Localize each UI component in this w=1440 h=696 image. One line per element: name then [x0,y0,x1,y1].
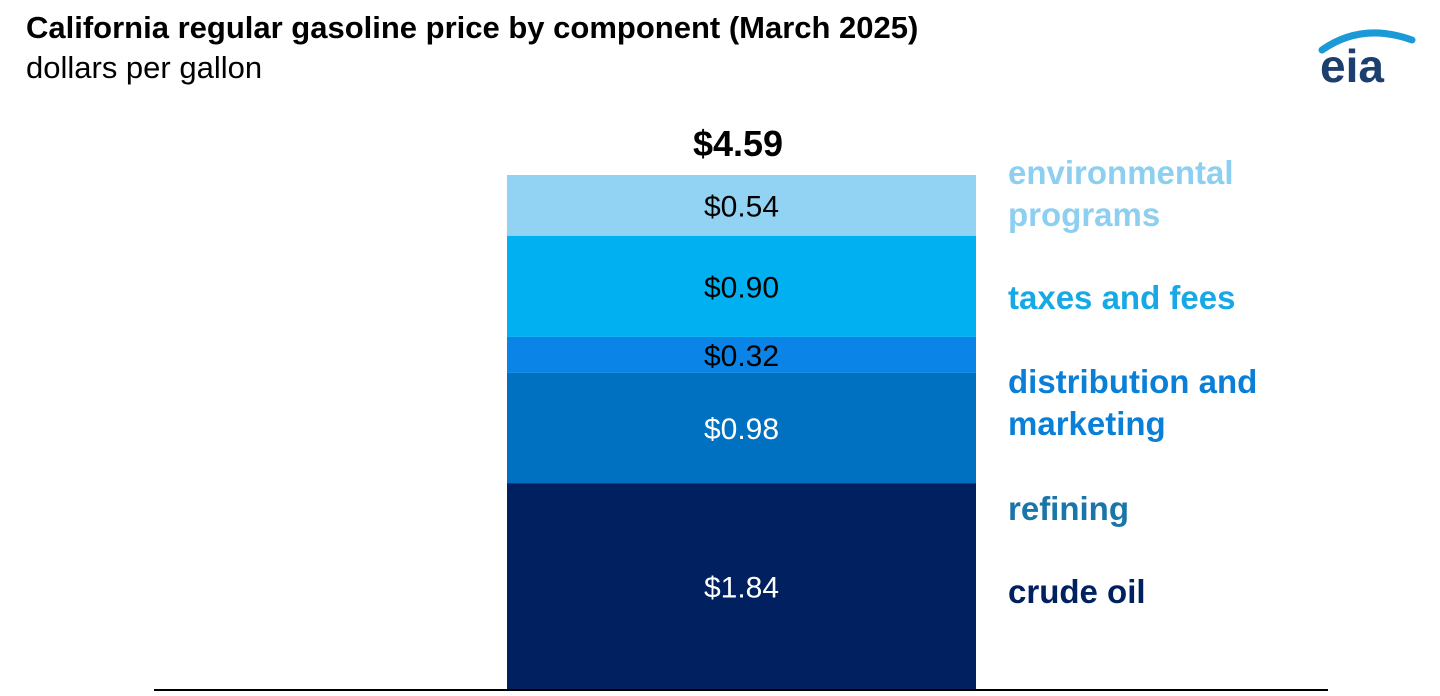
legend-label-taxes-and-fees: taxes and fees [1008,279,1235,316]
legend-label-distribution-and-marketing: distribution and marketing [1008,363,1257,442]
logo-text: eia [1320,40,1384,88]
bar-segment-distribution-and-marketing [507,336,976,373]
legend: crude oil refining distribution and marketi… [1008,154,1257,610]
segment-labels: $1.84 $0.98 $0.32 $0.90 $0.54 [704,190,779,604]
total-label: $4.59 [693,123,783,164]
bar-segment-environmental-programs [507,175,976,236]
legend-label-refining: refining [1008,490,1129,527]
chart-title: California regular gasoline price by com… [26,10,919,45]
eia-logo-icon: eia [1318,29,1416,88]
legend-label-environmental-programs: environmental programs [1008,154,1234,233]
bar-segment-taxes-and-fees [507,235,976,337]
bar-segments [507,175,976,690]
segment-value-label-distribution-and-marketing: $0.32 [704,340,779,373]
segment-value-label-crude-oil: $1.84 [704,572,779,605]
bar-segment-refining [507,372,976,484]
segment-value-label-taxes-and-fees: $0.90 [704,271,779,304]
bar-segment-crude-oil [507,483,976,690]
segment-value-label-environmental-programs: $0.54 [704,190,779,223]
segment-value-label-refining: $0.98 [704,413,779,446]
chart-subtitle: dollars per gallon [26,50,263,85]
logo-arc [1318,29,1416,54]
legend-label-crude-oil: crude oil [1008,573,1146,610]
